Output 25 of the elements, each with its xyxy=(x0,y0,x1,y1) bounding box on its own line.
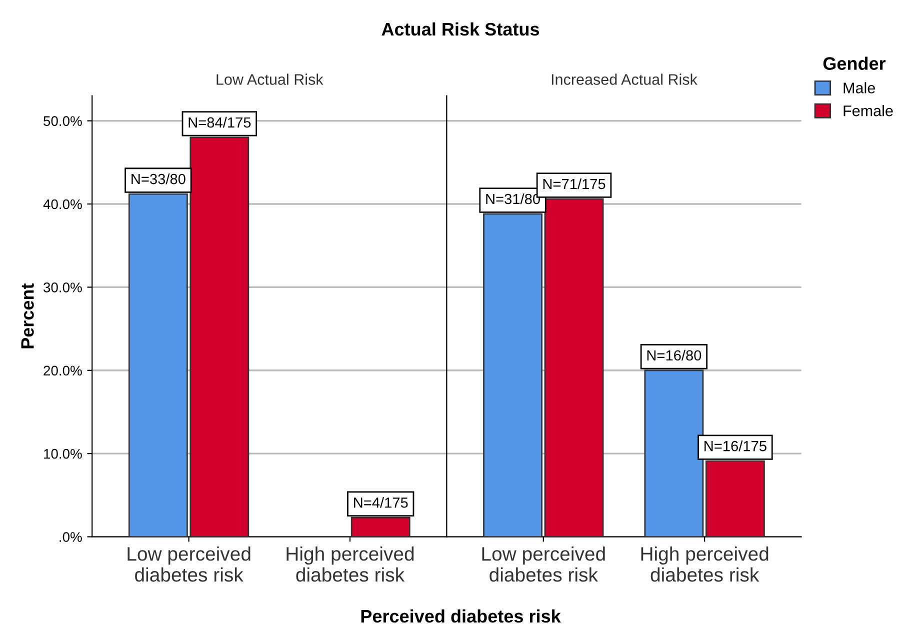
annotation: N=84/175 xyxy=(188,116,251,128)
x-tick-label: High perceived diabetes risk xyxy=(286,546,414,582)
chart-subtitle: Low Actual Risk xyxy=(216,74,324,85)
annotation: N=4/175 xyxy=(354,497,408,508)
annotation: N=33/80 xyxy=(132,173,186,184)
y-tick-label: 40.0% xyxy=(43,199,82,210)
chart-title: Actual Risk Status xyxy=(382,22,540,36)
y-tick-label: 10.0% xyxy=(44,448,82,459)
legend-label: Female xyxy=(844,105,893,116)
x-tick-label: Low perceived diabetes risk xyxy=(128,546,250,582)
y-axis-title: Percent xyxy=(21,283,34,348)
y-tick-label: 30.0% xyxy=(44,282,82,292)
y-tick-label: .0% xyxy=(60,532,82,542)
x-tick-label: Low perceived diabetes risk xyxy=(482,546,605,582)
legend-label: Male xyxy=(844,82,875,94)
x-tick-label: High perceived diabetes risk xyxy=(641,546,768,582)
x-axis-title: Perceived diabetes risk xyxy=(361,609,561,623)
y-tick-label: 50.0% xyxy=(44,116,82,126)
annotation: N=16/80 xyxy=(647,350,702,361)
annotation: N=16/175 xyxy=(704,440,766,452)
legend-title: Gender xyxy=(823,56,886,70)
annotation: N=71/175 xyxy=(543,178,606,190)
chart-subtitle: Increased Actual Risk xyxy=(552,74,698,85)
y-tick-label: 20.0% xyxy=(44,366,82,376)
annotation: N=31/80 xyxy=(486,193,540,204)
